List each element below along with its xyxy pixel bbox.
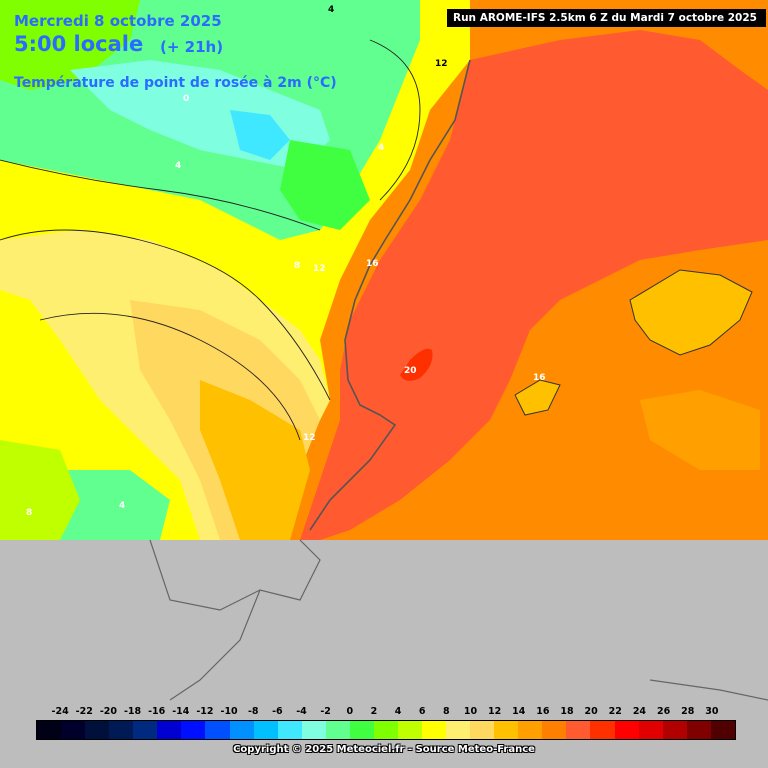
contour-label: 4 xyxy=(175,161,182,171)
legend-tick-label: 20 xyxy=(584,706,598,717)
legend-tick-label: 16 xyxy=(536,706,550,717)
legend-swatch xyxy=(133,721,158,739)
contour-line xyxy=(0,229,331,401)
variable-title: Température de point de rosée à 2m (°C) xyxy=(14,75,337,91)
legend-tick-label: -22 xyxy=(75,706,93,717)
contour-label: 16 xyxy=(533,373,546,383)
legend-swatch xyxy=(422,721,447,739)
legend-tick-label: -2 xyxy=(320,706,331,717)
legend-swatch xyxy=(494,721,519,739)
legend-tick-label: -6 xyxy=(272,706,283,717)
run-info: Run AROME-IFS 2.5km 6 Z du Mardi 7 octob… xyxy=(447,9,766,27)
legend-swatch xyxy=(349,721,374,739)
sea-light-patch xyxy=(640,390,760,470)
legend-swatch xyxy=(686,721,711,739)
legend-swatch xyxy=(662,721,687,739)
border-line-3 xyxy=(649,679,768,701)
contour-label: 4 xyxy=(119,501,126,511)
legend-swatch xyxy=(61,721,86,739)
legend-tick-label: 24 xyxy=(632,706,647,717)
legend-swatch xyxy=(518,721,543,739)
legend-swatch xyxy=(205,721,230,739)
legend-tick-label: 22 xyxy=(608,706,622,717)
contour-label: 4 xyxy=(328,5,335,15)
legend-tick-label: 4 xyxy=(394,706,402,717)
legend-swatch xyxy=(85,721,110,739)
legend-tick-label: -24 xyxy=(51,706,69,717)
legend-swatch xyxy=(373,721,398,739)
legend-tick-label: 26 xyxy=(656,706,671,717)
legend-tick-label: -18 xyxy=(123,706,142,717)
contour-line xyxy=(0,159,321,231)
legend-swatch xyxy=(277,721,302,739)
legend-swatch xyxy=(590,721,615,739)
color-scale-legend xyxy=(36,720,736,740)
legend-swatch xyxy=(566,721,591,739)
land-lime-sw xyxy=(0,440,80,540)
island-menorca xyxy=(514,379,561,416)
legend-tick-label: 28 xyxy=(681,706,695,717)
contour-label: 8 xyxy=(26,508,33,518)
border-line-2 xyxy=(169,589,261,701)
legend-tick-label: 0 xyxy=(346,706,354,717)
legend-tick-label: -12 xyxy=(196,706,214,717)
coastline xyxy=(309,59,471,531)
legend-swatch xyxy=(301,721,326,739)
legend-tick-label: -14 xyxy=(172,706,190,717)
contour-label: 12 xyxy=(303,433,316,443)
legend-tick-labels: -24 -22 -20 -18 -16 -14 -12 -10 -8 -6 -4 -2 0 2 4 6 8 10 1… xyxy=(36,706,736,718)
legend-swatch xyxy=(470,721,495,739)
legend-swatch xyxy=(614,721,639,739)
legend-tick-label: 8 xyxy=(443,706,450,717)
legend-tick-label: 14 xyxy=(512,706,526,717)
land-lightblue xyxy=(230,110,290,160)
legend-swatch xyxy=(109,721,134,739)
sea-warm-core xyxy=(300,30,768,540)
legend-tick-label: 30 xyxy=(705,706,719,717)
contour-label: 12 xyxy=(435,59,448,69)
land-green-sw xyxy=(60,470,170,540)
legend-tick-label: 18 xyxy=(560,706,574,717)
legend-tick-label: 10 xyxy=(463,706,478,717)
contour-label: 12 xyxy=(313,264,326,274)
legend-tick-label: -8 xyxy=(247,706,259,717)
contour-line xyxy=(369,39,421,201)
legend-swatch xyxy=(253,721,278,739)
contour-label: 8 xyxy=(294,261,301,271)
sea-core-20 xyxy=(400,348,433,381)
legend-swatch xyxy=(325,721,350,739)
legend-swatch xyxy=(638,721,663,739)
land-amber xyxy=(200,380,310,540)
legend-tick-label: -4 xyxy=(296,706,307,717)
legend-swatch xyxy=(157,721,182,739)
contour-label: 4 xyxy=(378,143,385,153)
land-lime xyxy=(0,0,140,90)
contour-label: 20 xyxy=(404,366,417,376)
legend-tick-label: -20 xyxy=(99,706,117,717)
legend-swatch xyxy=(397,721,422,739)
legend-tick-label: 2 xyxy=(370,706,378,717)
contour-label: 0 xyxy=(183,94,190,104)
legend-swatch xyxy=(181,721,206,739)
legend-swatch xyxy=(446,721,471,739)
legend-swatch xyxy=(542,721,567,739)
contour-label: 16 xyxy=(366,259,379,269)
legend-tick-label: 12 xyxy=(487,706,502,717)
copyright-text: Copyright © 2025 Meteociel.fr - Source M… xyxy=(233,744,535,755)
forecast-offset: (+ 21h) xyxy=(160,38,224,56)
legend-swatch xyxy=(37,721,62,739)
legend-swatch xyxy=(710,721,735,739)
island-mallorca xyxy=(629,269,753,356)
legend-tick-label: 6 xyxy=(418,706,426,717)
forecast-date: Mercredi 8 octobre 2025 xyxy=(14,12,222,30)
legend-tick-label: -10 xyxy=(220,706,238,717)
legend-swatch xyxy=(229,721,254,739)
contour-line xyxy=(39,312,301,441)
legend-tick-label: -16 xyxy=(148,706,166,717)
land-green-right xyxy=(280,140,370,230)
forecast-time: 5:00 locale xyxy=(14,32,144,56)
